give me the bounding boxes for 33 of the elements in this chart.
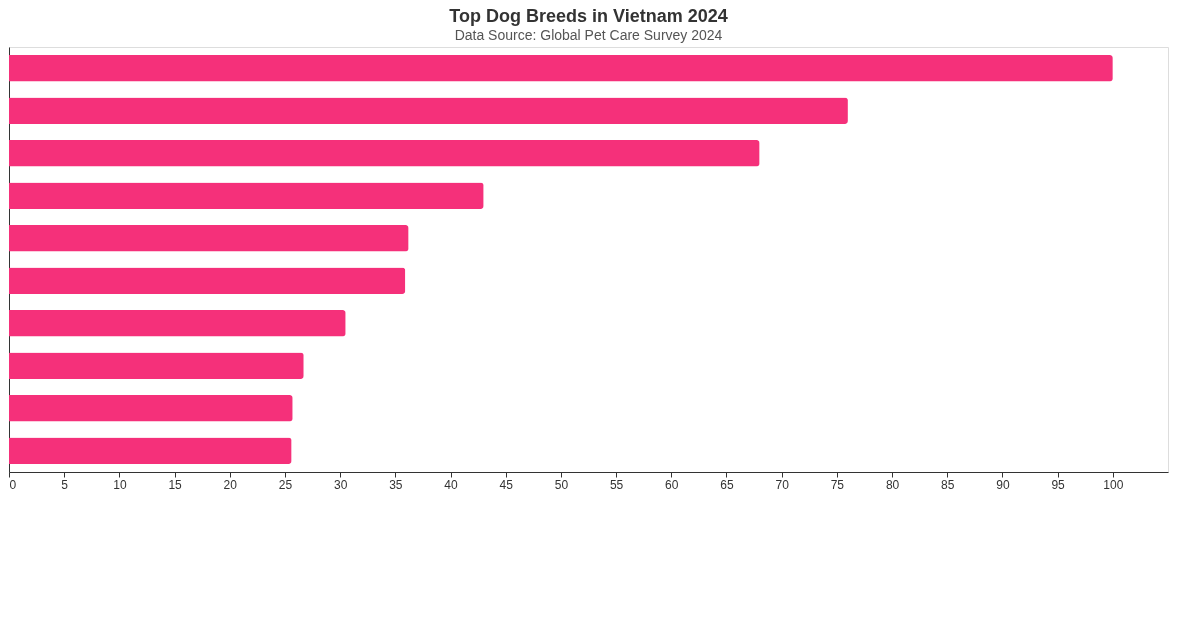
x-tick-label: 40 <box>444 477 459 492</box>
x-tick-label: 5 <box>61 477 69 492</box>
bar <box>9 182 484 209</box>
bar <box>9 310 346 337</box>
bar <box>9 437 292 464</box>
x-tick-label: 10 <box>113 477 127 492</box>
x-tick-label: 15 <box>168 477 183 492</box>
x-tick-label: 65 <box>720 477 734 492</box>
x-tick-label: 100 <box>1103 477 1124 492</box>
bar <box>9 55 1113 82</box>
x-tick-label: 55 <box>609 477 624 492</box>
x-tick-label: 30 <box>333 477 348 492</box>
x-tick-label: 70 <box>775 477 790 492</box>
bar <box>9 352 304 379</box>
bar <box>9 267 406 294</box>
bar <box>9 140 760 167</box>
chart-title: Top Dog Breeds in Vietnam 2024 <box>449 6 728 26</box>
x-tick-label: 50 <box>554 477 569 492</box>
x-tick-label: 90 <box>996 477 1010 492</box>
x-tick-label: 25 <box>278 477 293 492</box>
chart-subtitle: Data Source: Global Pet Care Survey 2024 <box>454 27 723 43</box>
bar <box>9 97 848 124</box>
x-tick-label: 0 <box>9 477 17 492</box>
x-tick-label: 60 <box>665 477 679 492</box>
x-tick-label: 75 <box>830 477 845 492</box>
x-tick-label: 45 <box>499 477 514 492</box>
bar <box>9 395 293 422</box>
x-tick-label: 95 <box>1051 477 1066 492</box>
x-tick-label: 20 <box>223 477 238 492</box>
x-tick-label: 35 <box>389 477 403 492</box>
x-tick-label: 80 <box>885 477 900 492</box>
x-tick-label: 85 <box>941 477 955 492</box>
bar <box>9 225 409 252</box>
